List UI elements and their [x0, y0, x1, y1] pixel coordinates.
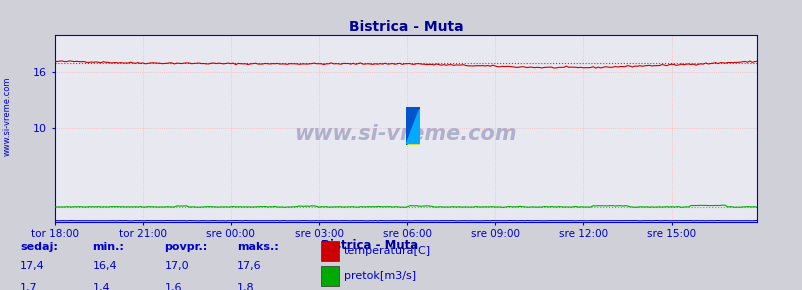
- Text: povpr.:: povpr.:: [164, 242, 208, 252]
- Text: 17,0: 17,0: [164, 261, 189, 271]
- Text: temperatura[C]: temperatura[C]: [343, 246, 430, 256]
- Polygon shape: [405, 107, 419, 145]
- Text: 1,4: 1,4: [92, 283, 110, 290]
- Bar: [321, 241, 338, 261]
- Polygon shape: [405, 107, 419, 145]
- Text: maks.:: maks.:: [237, 242, 278, 252]
- Text: pretok[m3/s]: pretok[m3/s]: [343, 271, 415, 281]
- Text: 17,4: 17,4: [20, 261, 45, 271]
- Text: 1,7: 1,7: [20, 283, 38, 290]
- Text: www.si-vreme.com: www.si-vreme.com: [294, 124, 516, 144]
- Text: 1,6: 1,6: [164, 283, 182, 290]
- Polygon shape: [406, 109, 419, 143]
- Text: 16,4: 16,4: [92, 261, 117, 271]
- Title: Bistrica - Muta: Bistrica - Muta: [348, 20, 463, 34]
- Bar: [321, 266, 338, 286]
- Text: 17,6: 17,6: [237, 261, 261, 271]
- Text: Bistrica - Muta: Bistrica - Muta: [321, 239, 418, 252]
- Text: www.si-vreme.com: www.si-vreme.com: [2, 76, 11, 156]
- Text: sedaj:: sedaj:: [20, 242, 58, 252]
- Text: 1,8: 1,8: [237, 283, 254, 290]
- Text: min.:: min.:: [92, 242, 124, 252]
